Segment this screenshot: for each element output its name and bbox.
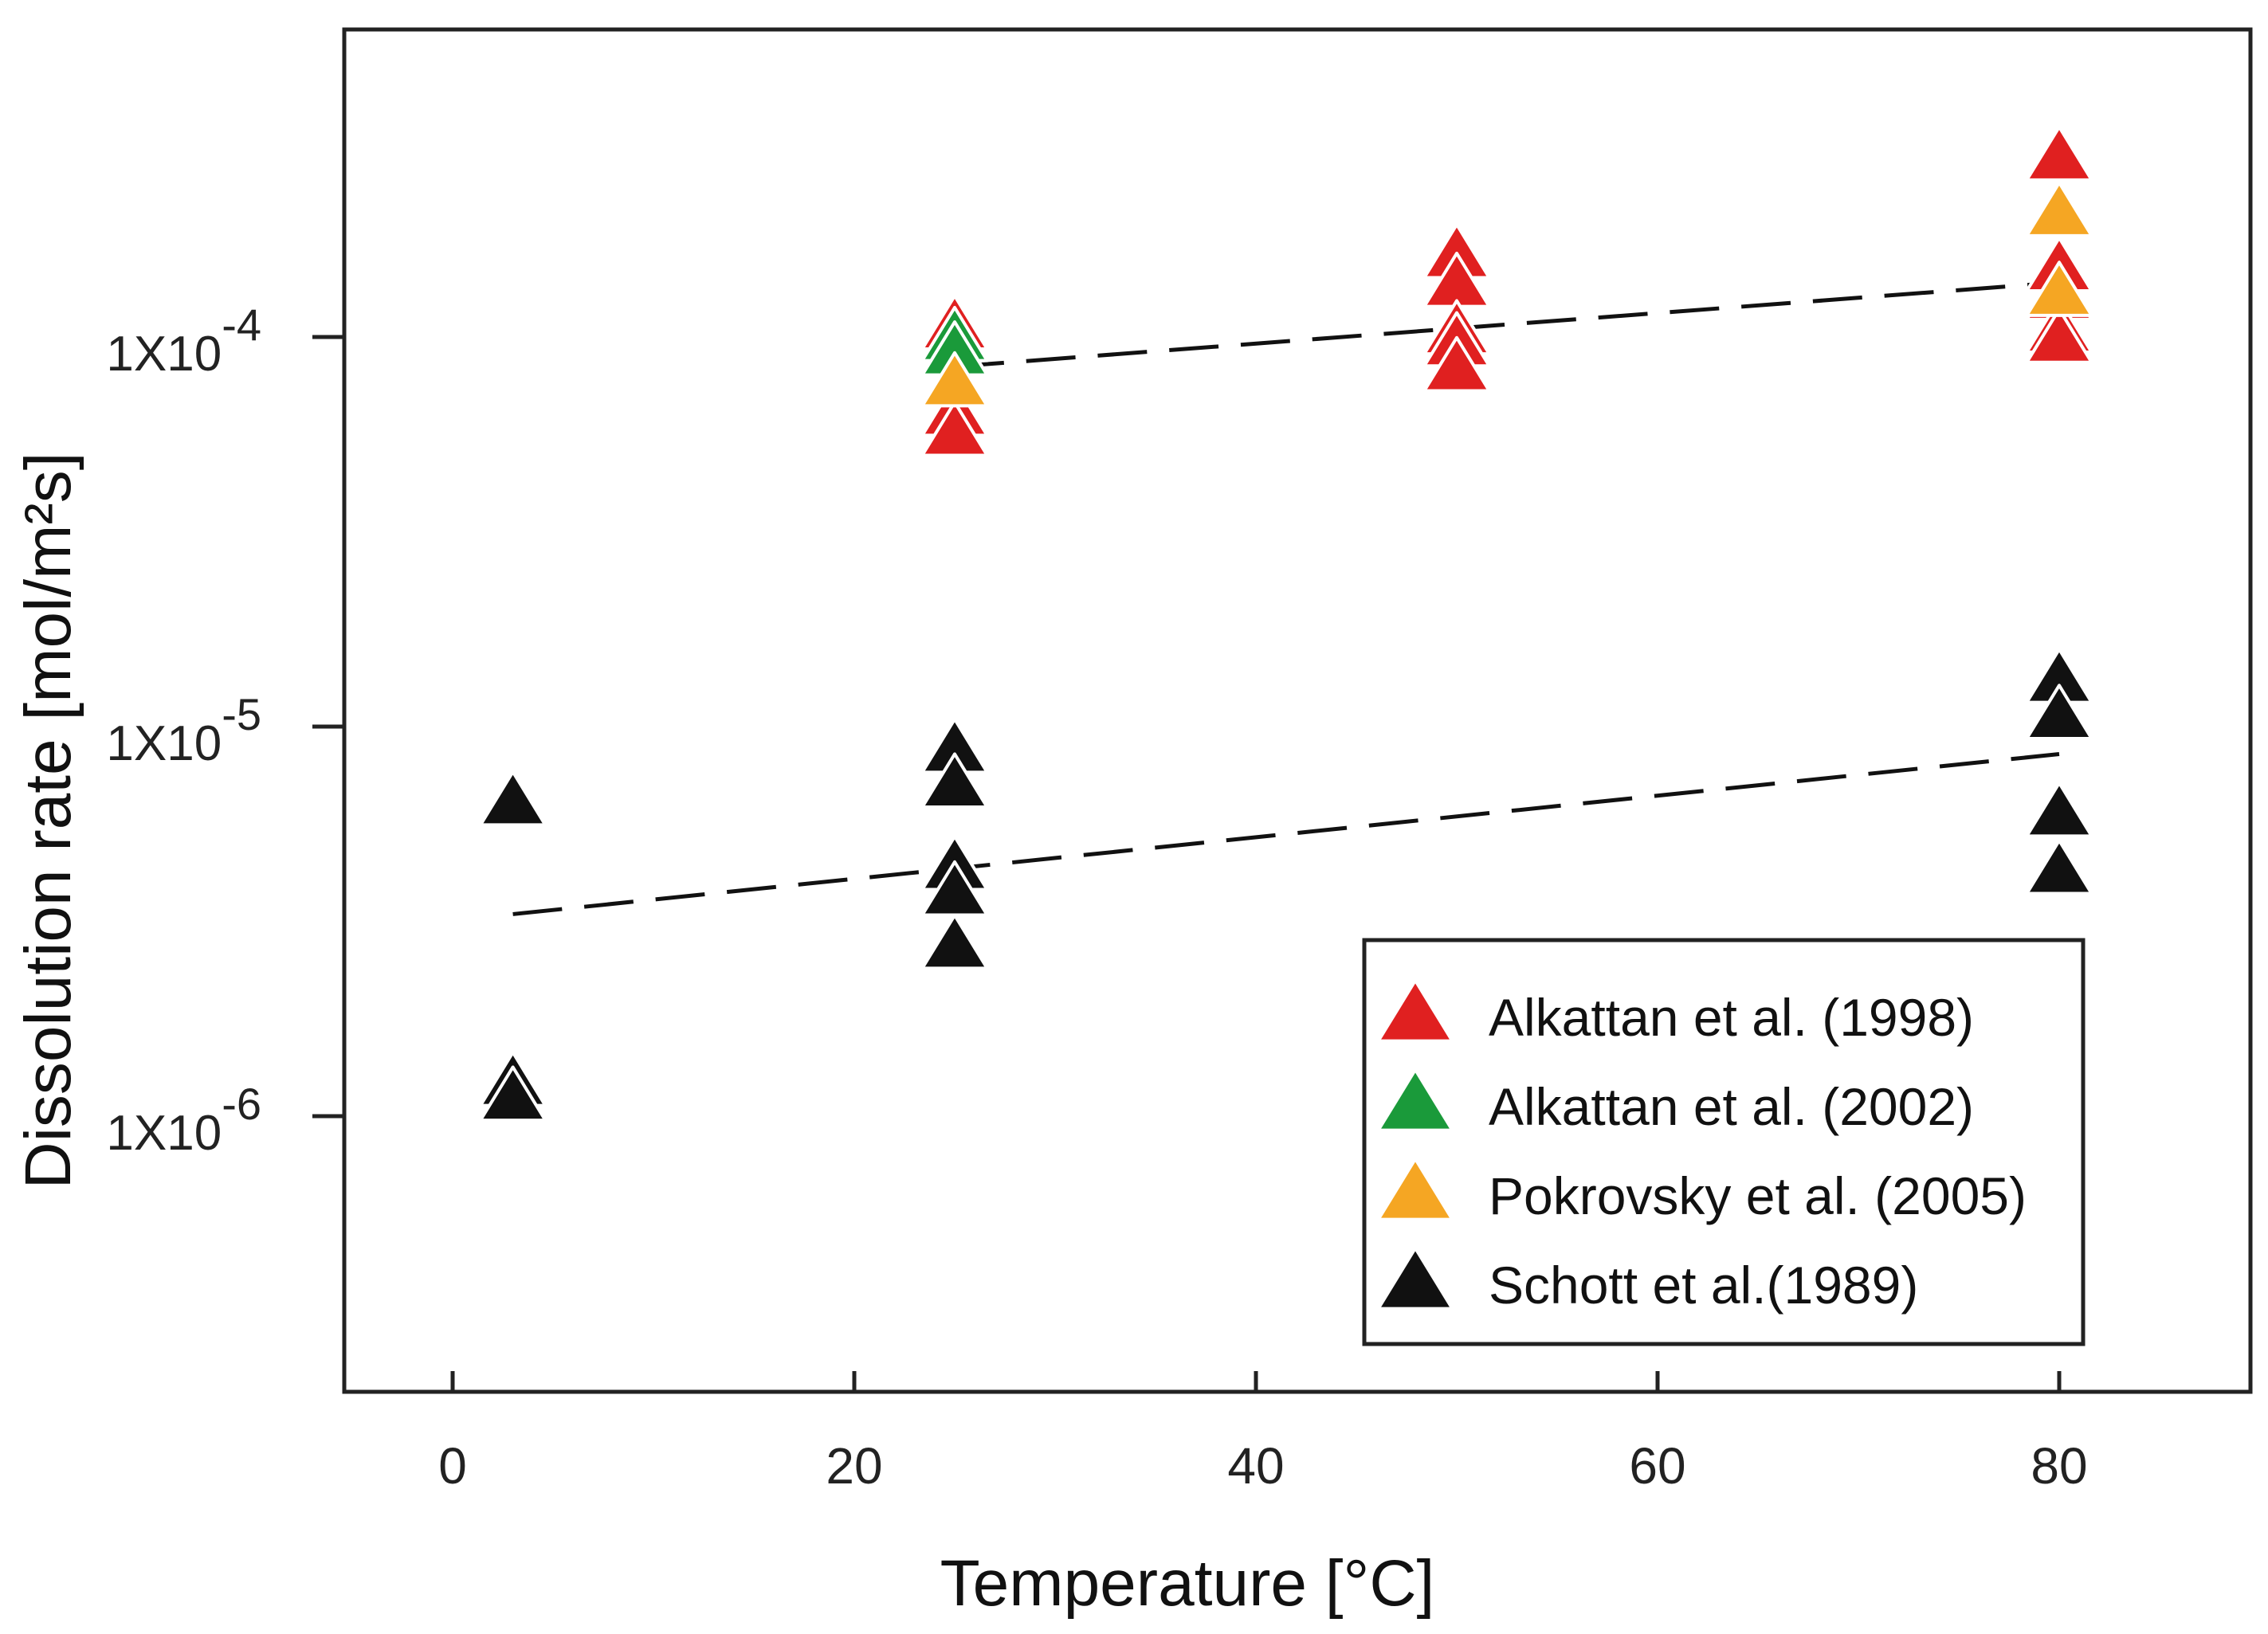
legend-marker xyxy=(1381,1162,1450,1218)
legend-label: Alkattan et al. (1998) xyxy=(1489,988,1974,1047)
series-2 xyxy=(920,181,2093,408)
series-1 xyxy=(920,305,989,377)
trendline-layer xyxy=(512,280,2060,916)
data-point xyxy=(920,400,989,457)
x-tick-label: 60 xyxy=(1629,1437,1685,1495)
data-point xyxy=(478,1065,547,1123)
legend-label: Schott et al.(1989) xyxy=(1489,1256,1918,1315)
legend: Alkattan et al. (1998) Alkattan et al. (2… xyxy=(1362,938,2086,1346)
data-point xyxy=(920,351,989,408)
y-tick-base: 1X10 xyxy=(106,1106,222,1161)
x-axis: 0 20 40 60 80 xyxy=(438,1371,2088,1495)
y-tick-label: 1X10-5 xyxy=(106,689,261,771)
legend-label: Alkattan et al. (2002) xyxy=(1489,1077,1974,1136)
data-point xyxy=(920,913,989,970)
y-tick-label: 1X10-6 xyxy=(106,1079,261,1161)
data-point xyxy=(920,752,989,809)
legend-marker xyxy=(1381,1072,1450,1129)
y-axis-title: Dissolution rate [mol/m²s] xyxy=(12,452,84,1189)
series-0 xyxy=(920,122,2093,457)
series-3 xyxy=(478,647,2093,1123)
x-axis-title: Temperature [°C] xyxy=(940,1547,1435,1620)
x-tick-label: 0 xyxy=(438,1437,467,1495)
data-point xyxy=(2025,684,2093,740)
points-layer xyxy=(478,122,2093,1123)
legend-box xyxy=(1362,938,2086,1346)
data-point xyxy=(2025,261,2093,317)
data-point xyxy=(2025,308,2093,364)
data-point xyxy=(2025,838,2093,895)
data-point xyxy=(2025,781,2093,838)
x-tick-label: 40 xyxy=(1227,1437,1284,1495)
legend-label: Pokrovsky et al. (2005) xyxy=(1489,1166,2027,1225)
trendline-lower-fit xyxy=(512,752,2060,916)
y-tick-exponent: -5 xyxy=(222,689,261,739)
plot-frame xyxy=(342,27,2253,1394)
data-point xyxy=(1422,335,1491,393)
x-tick-label: 20 xyxy=(826,1437,882,1495)
data-point xyxy=(2025,125,2093,182)
legend-marker xyxy=(1381,983,1450,1040)
y-tick-base: 1X10 xyxy=(106,716,222,771)
legend-items: Alkattan et al. (1998) Alkattan et al. (2… xyxy=(1381,983,2027,1315)
y-tick-label: 1X10-4 xyxy=(106,300,261,382)
y-tick-exponent: -6 xyxy=(222,1079,261,1129)
data-point xyxy=(2025,181,2093,237)
data-point xyxy=(478,770,547,827)
legend-marker xyxy=(1381,1251,1450,1307)
trendline-upper-fit xyxy=(954,280,2060,369)
y-tick-base: 1X10 xyxy=(106,327,222,382)
x-tick-label: 80 xyxy=(2031,1437,2087,1495)
y-tick-exponent: -4 xyxy=(222,300,261,350)
